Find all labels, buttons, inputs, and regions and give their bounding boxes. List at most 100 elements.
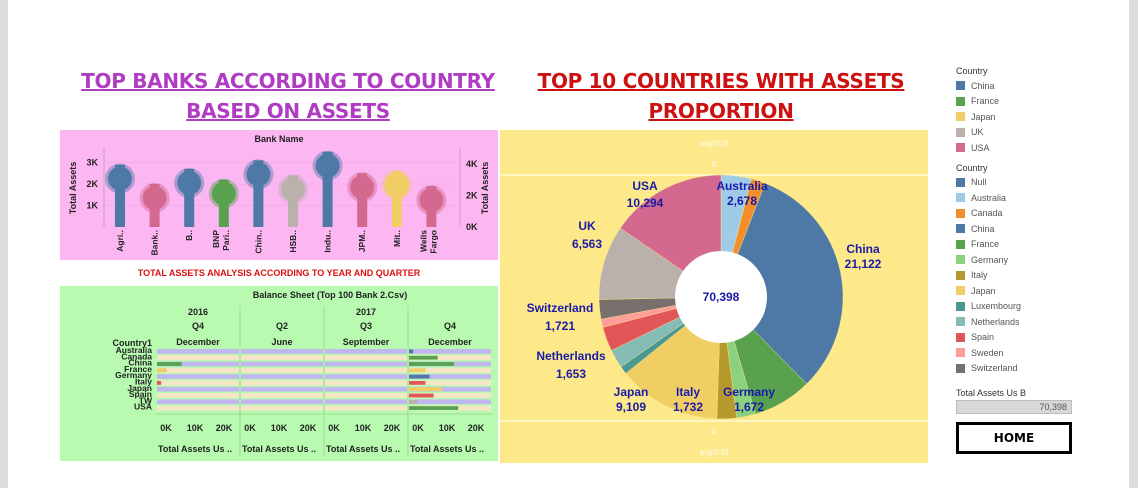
table-cell <box>241 386 323 392</box>
top-countries-title-line1: TOP 10 COUNTRIES WITH ASSETS <box>537 69 905 93</box>
pie-slice-value: 1,672 <box>734 400 764 414</box>
row-header: Country1 <box>112 338 152 348</box>
legend2-item[interactable]: Switzerland <box>956 361 1076 377</box>
legend2-item[interactable]: Null <box>956 175 1076 191</box>
table-cell <box>409 386 491 392</box>
legend1-label: USA <box>971 142 990 153</box>
table-row-label: China <box>128 358 152 368</box>
bank-dot <box>315 153 340 178</box>
legend2-label: Netherlands <box>971 316 1020 327</box>
right-tick-label: 2K <box>466 191 478 201</box>
pie-center-total: 70,398 <box>703 290 740 304</box>
legend2-item[interactable]: Sweden <box>956 345 1076 361</box>
pie-slice-value: 10,294 <box>627 196 664 210</box>
legend1-item[interactable]: China <box>956 78 1076 94</box>
legend2-item[interactable]: Germany <box>956 252 1076 268</box>
legend1-item[interactable]: UK <box>956 125 1076 141</box>
left-axis-label: Total Assets <box>68 162 78 215</box>
legend2-label: France <box>971 239 1000 250</box>
bank-bar <box>391 171 402 227</box>
table-axis-title: Total Assets Us .. <box>242 444 316 454</box>
top-banks-title: TOP BANKS ACCORDING TO COUNTRY BASED ON … <box>68 66 508 126</box>
table-row-label: USA <box>134 402 152 412</box>
bank-bar <box>184 168 195 227</box>
legend2-item[interactable]: China <box>956 221 1076 237</box>
bank-label: Mit.. <box>392 230 402 247</box>
legend2-item[interactable]: Japan <box>956 283 1076 299</box>
table-cell <box>241 374 323 379</box>
balance-sheet-title: Balance Sheet (Top 100 Bank 2.Csv) <box>253 290 407 300</box>
legend2-label: Germany <box>971 254 1009 265</box>
bank-dot <box>211 181 236 206</box>
country-assets-pie-chart[interactable]: avg(0.0) 0 0 avg(0.0) 70,398 Australia 2,678 Ch… <box>500 130 928 463</box>
table-row-label: Canada <box>121 351 152 361</box>
bank-dot <box>384 173 409 198</box>
legend2-swatch <box>956 208 965 218</box>
table-cell <box>157 355 239 361</box>
table-row-label: TW <box>139 395 153 405</box>
bank-dot <box>281 177 305 202</box>
table-cell <box>157 349 239 354</box>
top-banks-title-line1: TOP BANKS ACCORDING TO COUNTRY <box>81 69 495 93</box>
bank-label: Bank.. <box>150 230 160 256</box>
legend2-swatch <box>956 348 965 358</box>
table-axis-tick: 10K <box>439 423 456 433</box>
bank-assets-chart[interactable]: Bank Name Total Assets Total Assets 3K 2K 1K 4… <box>60 130 498 260</box>
quarter-label: Q2 <box>276 321 288 331</box>
legend2-item[interactable]: Canada <box>956 206 1076 222</box>
legend1-swatch <box>956 127 965 137</box>
bank-dot <box>419 188 444 213</box>
table-cell <box>157 380 239 386</box>
pie-slice-name: China <box>846 242 880 256</box>
bank-label: Agri.. <box>115 230 125 252</box>
legend2-item[interactable]: Luxembourg <box>956 299 1076 315</box>
total-assets-filter-value[interactable]: 70,398 <box>956 400 1072 414</box>
pie-slice-value: 21,122 <box>845 257 882 271</box>
table-axis-tick: 20K <box>300 423 317 433</box>
total-assets-filter-label: Total Assets Us B <box>956 388 1027 398</box>
year-quarter-analysis-title: TOTAL ASSETS ANALYSIS ACCORDING TO YEAR … <box>137 268 421 278</box>
table-cell-bar <box>157 362 182 366</box>
legend1-swatch <box>956 143 965 153</box>
total-assets-filter[interactable]: Total Assets Us B 70,398 <box>956 388 1076 414</box>
table-row-label: Australia <box>116 345 153 355</box>
right-tick-label: 0K <box>466 222 478 232</box>
table-cell <box>157 367 239 373</box>
balance-sheet-table[interactable]: Balance Sheet (Top 100 Bank 2.Csv) 2016 20… <box>60 286 498 461</box>
table-row-label: Japan <box>127 383 152 393</box>
month-label: June <box>271 337 292 347</box>
bank-dot <box>246 162 271 187</box>
legend2-item[interactable]: Italy <box>956 268 1076 284</box>
table-cell-bar <box>157 381 162 385</box>
table-cell <box>409 355 491 361</box>
legend2-item[interactable]: Netherlands <box>956 314 1076 330</box>
legend1-item[interactable]: Japan <box>956 109 1076 125</box>
home-button[interactable]: HOME <box>956 422 1072 454</box>
legend2-label: Luxembourg <box>971 301 1022 312</box>
month-label: September <box>343 337 390 347</box>
pie-slice-value: 1,732 <box>673 400 703 414</box>
table-cell-bar <box>409 387 442 392</box>
pie-top-placeholder: avg(0.0) <box>699 139 729 148</box>
bank-dot <box>108 166 132 191</box>
pie-slice-value: 6,563 <box>572 237 602 251</box>
legend1-item[interactable]: France <box>956 94 1076 110</box>
pie-slice-name: Netherlands <box>536 349 606 363</box>
legend2-item[interactable]: Australia <box>956 190 1076 206</box>
legend2-label: Spain <box>971 332 995 343</box>
legend1-item[interactable]: USA <box>956 140 1076 156</box>
table-axis-title: Total Assets Us .. <box>410 444 484 454</box>
pie-slice-name: USA <box>632 179 658 193</box>
top-banks-title-line2: BASED ON ASSETS <box>186 99 390 123</box>
legend1-label: UK <box>971 127 984 138</box>
table-cell <box>325 355 407 361</box>
legend2-item[interactable]: France <box>956 237 1076 253</box>
table-cell-bar <box>409 399 418 404</box>
legend2-item[interactable]: Spain <box>956 330 1076 346</box>
table-axis-tick: 20K <box>468 423 485 433</box>
left-tick-label: 2K <box>86 179 98 189</box>
year-label: 2016 <box>188 307 208 317</box>
bank-dot <box>350 175 375 200</box>
legend2-label: Australia <box>971 192 1007 203</box>
pie-bottom-zero: 0 <box>712 427 717 436</box>
